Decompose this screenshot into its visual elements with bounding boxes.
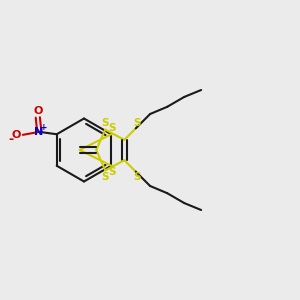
Text: S: S [108,123,116,133]
Text: S: S [108,167,116,177]
Text: S: S [101,172,108,182]
Text: +: + [40,122,48,131]
Text: S: S [133,172,141,182]
Text: O: O [11,130,21,140]
Text: S: S [101,118,108,128]
Text: S: S [133,118,141,128]
Text: N: N [34,127,43,137]
Text: O: O [33,106,43,116]
Text: -: - [9,133,14,146]
